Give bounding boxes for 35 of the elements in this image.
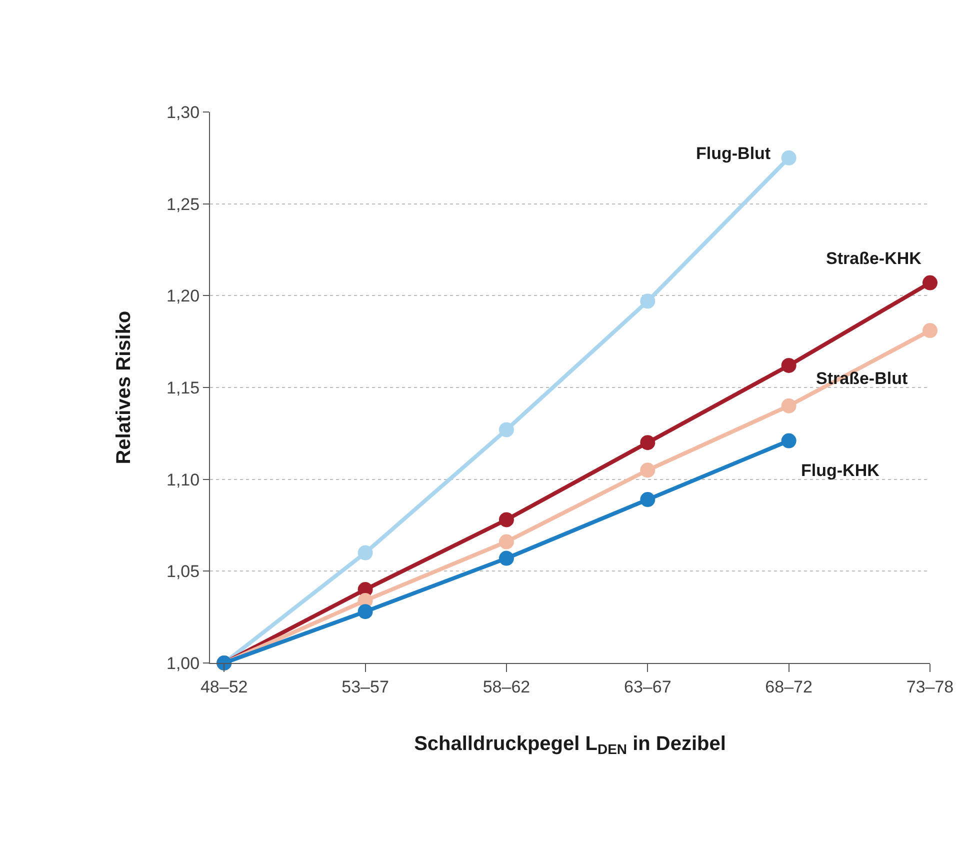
y-tick-label: 1,05 <box>166 562 200 582</box>
series-label: Straße-KHK <box>826 249 922 268</box>
point <box>781 150 796 166</box>
point <box>640 435 656 450</box>
point <box>498 550 514 566</box>
y-tick-label: 1,10 <box>166 470 200 490</box>
point <box>922 323 938 338</box>
point <box>358 545 373 560</box>
y-axis-title: Relatives Risiko <box>113 310 136 464</box>
point <box>640 294 656 309</box>
x-tick-label: 63–67 <box>624 677 672 696</box>
series-label: Straße-Blut <box>816 369 908 388</box>
point <box>781 398 796 414</box>
point <box>498 422 514 438</box>
point <box>498 534 514 550</box>
y-tick-label: 1,25 <box>166 194 200 214</box>
series-label: Flug-KHK <box>801 461 880 480</box>
x-tick-label: 48–52 <box>200 677 248 696</box>
x-axis-title: Schalldruckpegel L$_{DEN}$ in Dezibel <box>414 732 726 758</box>
x-tick-label: 73–78 <box>906 677 954 696</box>
series-label: Flug-Blut <box>696 144 771 163</box>
point <box>640 492 656 508</box>
x-tick-label: 53–57 <box>342 677 389 696</box>
x-tick-label: 68–72 <box>765 677 812 696</box>
point <box>358 604 373 620</box>
y-tick-label: 1,20 <box>166 286 200 306</box>
point <box>922 275 938 290</box>
y-tick-label: 1,30 <box>166 102 200 122</box>
y-tick-label: 1,00 <box>166 654 200 673</box>
y-tick-label: 1,15 <box>166 378 200 398</box>
point <box>640 462 656 478</box>
x-tick-label: 58–62 <box>482 677 530 696</box>
point <box>781 358 796 373</box>
point <box>498 512 514 528</box>
point <box>781 433 796 448</box>
